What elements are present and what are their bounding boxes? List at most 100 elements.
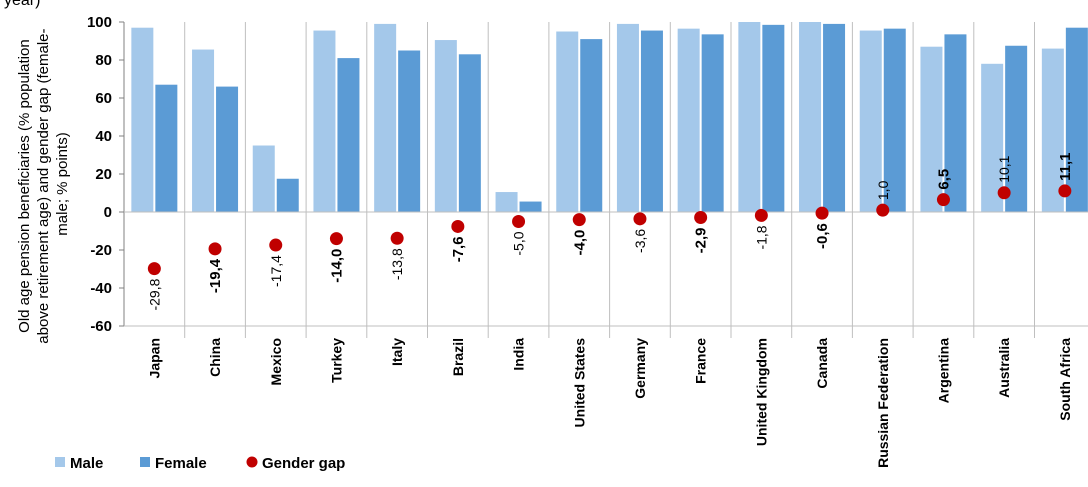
bar-female-turkey <box>337 58 360 212</box>
gap-dot-france <box>694 211 708 225</box>
legend-label-gender-gap: Gender gap <box>262 455 345 472</box>
y-tick-label: -60 <box>90 318 112 335</box>
y-axis-title: Old age pension beneficiaries (% populat… <box>16 24 71 343</box>
y-axis-title-line-3: male; % points) <box>54 132 71 235</box>
data-label-mexico: -17,4 <box>268 255 284 287</box>
category-label-south-africa: South Africa <box>1057 338 1073 421</box>
bar-male-russian-federation <box>859 30 882 212</box>
data-label-italy: -13,8 <box>389 248 405 280</box>
bar-male-china <box>192 49 215 212</box>
category-label-germany: Germany <box>632 338 648 399</box>
y-tick-label: 0 <box>104 204 112 221</box>
bar-male-brazil <box>434 40 457 212</box>
bar-male-japan <box>131 27 154 213</box>
bar-female-south-africa <box>1065 27 1088 213</box>
gap-dot-brazil <box>451 219 465 233</box>
bar-male-argentina <box>920 46 943 213</box>
y-tick-label: -40 <box>90 280 112 297</box>
bar-male-united-kingdom <box>738 22 761 212</box>
gap-dot-turkey <box>329 232 343 246</box>
y-tick-label: 100 <box>87 14 112 31</box>
legend: Male Female Gender gap <box>55 455 345 472</box>
y-tick-label: 60 <box>95 90 112 107</box>
y-axis-title-line-1: Old age pension beneficiaries (% populat… <box>16 39 33 333</box>
gap-dot-india <box>512 215 526 228</box>
bar-male-france <box>677 28 700 213</box>
gap-dots-layer <box>147 184 1072 276</box>
category-label-australia: Australia <box>996 338 1012 398</box>
data-label-canada: -0,6 <box>814 223 831 249</box>
bar-female-mexico <box>276 178 299 212</box>
bar-male-mexico <box>252 145 275 212</box>
bar-female-united-states <box>580 39 603 212</box>
legend-swatch-gender-gap <box>246 456 258 468</box>
bar-female-india <box>519 201 542 212</box>
category-label-france: France <box>693 338 709 384</box>
bar-male-south-africa <box>1041 48 1064 212</box>
bar-female-china <box>216 86 239 212</box>
data-label-south-africa: 11,1 <box>1057 153 1074 181</box>
data-label-united-kingdom: -1,8 <box>753 225 769 249</box>
gap-dot-germany <box>633 212 647 226</box>
bar-female-germany <box>640 30 663 212</box>
y-tick-label: 20 <box>95 166 112 183</box>
bar-male-canada <box>799 22 822 212</box>
gap-dot-argentina <box>936 193 950 207</box>
category-label-united-kingdom: United Kingdom <box>753 338 769 446</box>
bar-male-italy <box>374 23 397 213</box>
gap-dot-china <box>208 242 222 256</box>
data-label-china: -19,4 <box>207 258 224 293</box>
gap-dot-russian-federation <box>876 203 890 217</box>
bar-male-india <box>495 192 518 212</box>
category-label-argentina: Argentina <box>935 338 951 404</box>
category-label-canada: Canada <box>814 338 830 389</box>
gap-dot-south-africa <box>1058 184 1072 198</box>
category-label-japan: Japan <box>146 338 162 378</box>
header-cut-text: year) <box>4 0 40 9</box>
y-tick-label: 40 <box>95 128 112 145</box>
data-label-united-states: -4,0 <box>571 230 588 256</box>
data-label-germany: -3,6 <box>632 229 648 253</box>
gap-dot-canada <box>815 206 829 220</box>
data-label-india: -5,0 <box>511 231 527 255</box>
data-label-japan: -29,8 <box>146 278 162 310</box>
legend-label-male: Male <box>70 455 103 472</box>
category-label-united-states: United States <box>571 338 587 428</box>
data-label-australia: 10,1 <box>996 155 1012 182</box>
category-label-turkey: Turkey <box>328 338 344 383</box>
y-axis-title-line-2: above retirement age) and gender gap (fe… <box>35 28 52 343</box>
data-label-brazil: -7,6 <box>450 236 467 262</box>
category-label-india: India <box>511 338 527 371</box>
y-tick-label: 80 <box>95 52 112 69</box>
data-label-turkey: -14,0 <box>328 249 345 283</box>
bar-female-italy <box>398 50 421 212</box>
category-label-brazil: Brazil <box>450 338 466 376</box>
bar-female-brazil <box>458 54 481 212</box>
category-label-russian-federation: Russian Federation <box>875 338 891 468</box>
bar-female-france <box>701 34 724 212</box>
bar-female-argentina <box>944 34 967 212</box>
axes-layer: Japan China Mexico Turkey Italy Brazil India Un… <box>87 14 1088 468</box>
gap-dot-italy <box>390 231 404 245</box>
bar-male-united-states <box>556 31 579 212</box>
bar-female-canada <box>823 23 846 213</box>
legend-swatch-female <box>140 457 150 467</box>
bars-layer <box>131 22 1088 213</box>
category-label-mexico: Mexico <box>268 338 284 385</box>
legend-label-female: Female <box>155 455 207 472</box>
legend-swatch-male <box>55 457 65 467</box>
data-label-russian-federation: 1,0 <box>875 180 891 200</box>
data-label-argentina: 6,5 <box>935 169 952 190</box>
bar-male-germany <box>616 23 639 213</box>
gap-dot-united-states <box>572 213 586 227</box>
bar-female-japan <box>155 84 178 212</box>
gap-dot-japan <box>147 262 161 276</box>
y-tick-label: -20 <box>90 242 112 259</box>
gap-dot-mexico <box>269 238 283 252</box>
bar-female-australia <box>1005 45 1028 212</box>
category-label-italy: Italy <box>389 338 405 366</box>
bar-female-russian-federation <box>883 28 906 213</box>
bar-male-turkey <box>313 30 336 212</box>
bar-male-australia <box>981 63 1004 212</box>
